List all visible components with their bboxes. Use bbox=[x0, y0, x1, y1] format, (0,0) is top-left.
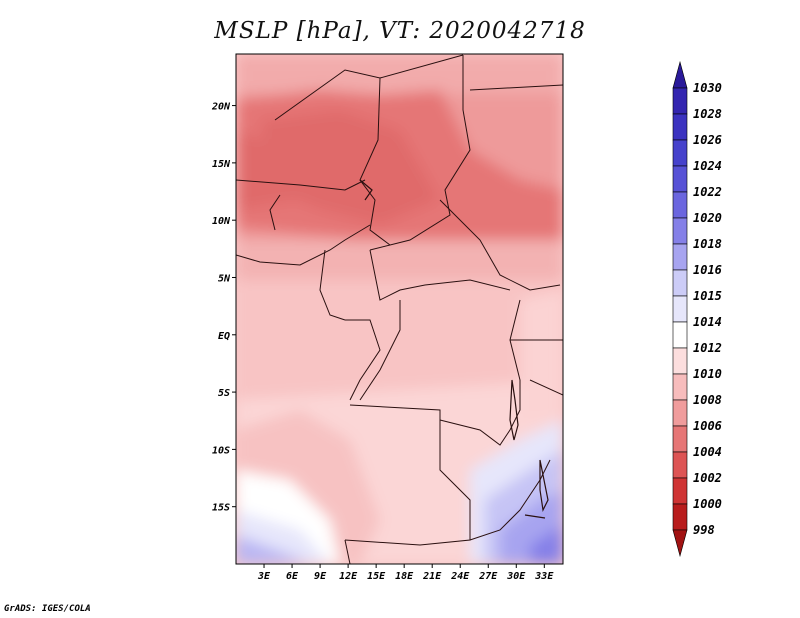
colorbar-label: 1016 bbox=[693, 263, 722, 277]
x-tick-label: 3E bbox=[257, 571, 271, 582]
y-tick-label: 5N bbox=[218, 273, 231, 284]
x-tick-label: 24E bbox=[450, 571, 470, 582]
colorbar-label: 1010 bbox=[693, 367, 722, 381]
x-tick-label: 30E bbox=[506, 571, 526, 582]
colorbar-segment bbox=[672, 191, 688, 219]
y-tick-label: 10N bbox=[212, 216, 231, 227]
colorbar-segment bbox=[672, 113, 688, 141]
colorbar-segment bbox=[672, 87, 688, 115]
colorbar-label: 1028 bbox=[693, 107, 722, 121]
colorbar-segment bbox=[672, 477, 688, 505]
colorbar-label: 998 bbox=[693, 523, 715, 537]
colorbar-segment bbox=[672, 295, 688, 323]
colorbar-segment bbox=[672, 243, 688, 271]
colorbar-segment bbox=[672, 165, 688, 193]
y-tick-label: 20N bbox=[211, 102, 231, 113]
credit-text: GrADS: IGES/COLA bbox=[4, 604, 91, 614]
colorbar-label: 1030 bbox=[693, 81, 722, 95]
colorbar-label: 1018 bbox=[693, 237, 722, 251]
x-tick-label: 15E bbox=[367, 571, 386, 582]
x-axis: 3E 6E 9E 12E 15E 18E 21E 24E 27E 30E 33E bbox=[257, 564, 554, 582]
map-frame bbox=[235, 53, 564, 565]
colorbar-segment bbox=[672, 425, 688, 453]
y-tick-label: 5S bbox=[218, 388, 230, 399]
colorbar-label: 1014 bbox=[693, 315, 722, 329]
colorbar-segment bbox=[672, 139, 688, 167]
colorbar-label: 1020 bbox=[693, 211, 722, 225]
colorbar-label: 1000 bbox=[693, 497, 722, 511]
colorbar-max-triangle bbox=[672, 60, 688, 89]
y-tick-label: 15N bbox=[212, 159, 231, 170]
colorbar-segment bbox=[672, 373, 688, 401]
colorbar-label: 1006 bbox=[693, 419, 722, 433]
colorbar-segment bbox=[672, 269, 688, 297]
y-axis: 20N 15N 10N 5N EQ 5S 10S 15S bbox=[211, 102, 236, 514]
pressure-field bbox=[236, 54, 563, 564]
y-tick-label: EQ bbox=[218, 331, 230, 342]
x-tick-label: 21E bbox=[422, 571, 442, 582]
x-tick-label: 18E bbox=[395, 571, 414, 582]
map-title: MSLP [hPa], VT: 2020042718 bbox=[214, 18, 586, 44]
colorbar-label: 1015 bbox=[693, 289, 722, 303]
colorbar-segment bbox=[672, 451, 688, 479]
x-tick-label: 27E bbox=[478, 571, 498, 582]
country-borders bbox=[236, 54, 563, 564]
colorbar-label: 1004 bbox=[693, 445, 722, 459]
colorbar-label: 1012 bbox=[693, 341, 722, 355]
lakes bbox=[359, 179, 549, 519]
x-tick-label: 12E bbox=[339, 571, 358, 582]
colorbar-segment bbox=[672, 217, 688, 245]
colorbar-label: 1024 bbox=[693, 159, 722, 173]
colorbar-segment bbox=[672, 399, 688, 427]
x-tick-label: 33E bbox=[534, 571, 554, 582]
colorbar-segment bbox=[672, 503, 688, 531]
y-tick-label: 10S bbox=[212, 445, 230, 456]
y-tick-label: 15S bbox=[212, 503, 230, 514]
colorbar-segment bbox=[672, 347, 688, 375]
colorbar-label: 1022 bbox=[693, 185, 722, 199]
x-tick-label: 9E bbox=[314, 571, 327, 582]
colorbar-min-triangle bbox=[672, 529, 688, 558]
x-tick-label: 6E bbox=[286, 571, 299, 582]
colorbar-segment bbox=[672, 321, 688, 349]
colorbar-label: 1002 bbox=[693, 471, 722, 485]
colorbar-label: 1026 bbox=[693, 133, 722, 147]
colorbar: 1030 1028 1026 1024 1022 1020 1018 1016 1015 1014… bbox=[672, 60, 722, 558]
colorbar-label: 1008 bbox=[693, 393, 722, 407]
